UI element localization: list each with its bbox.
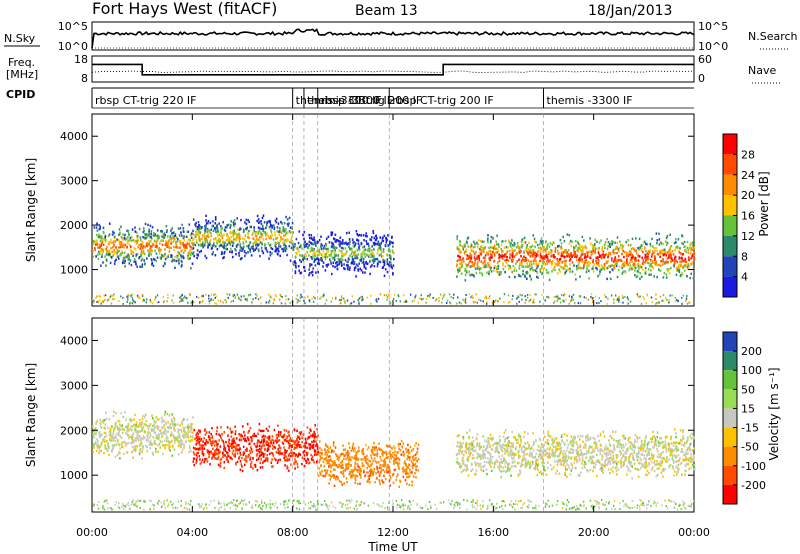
- power-ylabel: Slant Range [km]: [24, 158, 38, 262]
- colorbar-tick-label: 15: [741, 402, 755, 415]
- colorbar-tick-label: 16: [741, 210, 755, 223]
- freq-tick-top: 18: [74, 53, 88, 66]
- station-title: Fort Hays West (fitACF): [92, 0, 277, 18]
- colorbar-swatch: [723, 195, 737, 216]
- colorbar-swatch: [723, 484, 737, 504]
- colorbar-swatch: [723, 389, 737, 409]
- x-axis-label: Time UT: [367, 540, 418, 554]
- velocity-y-tick-label: 1000: [60, 469, 88, 482]
- velocity-ylabel: Slant Range [km]: [24, 363, 38, 467]
- velocity-y-tick-label: 2000: [60, 424, 88, 437]
- power-panel-frame: [91, 113, 695, 307]
- velocity-colorbar-label: Velocity [m s⁻¹]: [767, 367, 781, 460]
- power-echo-band: [456, 232, 696, 282]
- power-panel: 1000 2000 3000 4000: [60, 113, 696, 307]
- nsky-left-tick-bottom: 10^0: [58, 40, 88, 53]
- velocity-echo-band: [92, 410, 194, 460]
- velocity-echo-band: [317, 439, 420, 489]
- cpid-segment-label: themis -3300 IF: [307, 94, 393, 107]
- cpid-label: CPID: [6, 88, 35, 101]
- power-near-range-echoes: [92, 293, 691, 305]
- nsky-left-tick-top: 10^5: [58, 20, 88, 33]
- freq-label-line1: Freq.: [8, 56, 35, 69]
- colorbar-swatch: [723, 235, 737, 257]
- power-colorbar: 28 24 20 16 12 8 4: [722, 133, 755, 298]
- power-echo-band: [92, 222, 194, 270]
- velocity-near-range-echoes: [92, 498, 695, 511]
- colorbar-tick-label: 12: [741, 230, 755, 243]
- colorbar-swatch: [723, 134, 737, 155]
- colorbar-swatch: [723, 408, 737, 428]
- colorbar-swatch: [723, 370, 737, 390]
- velocity-y-tick-label: 4000: [60, 334, 88, 347]
- colorbar-tick-label: 28: [741, 148, 755, 161]
- colorbar-tick-label: 100: [741, 364, 762, 377]
- colorbar-tick-label: -100: [741, 460, 766, 473]
- colorbar-swatch: [723, 332, 737, 352]
- cpid-segment-label: themis -3300 IF: [547, 94, 633, 107]
- date-label: 18/Jan/2013: [588, 3, 672, 19]
- colorbar-swatch: [723, 465, 737, 485]
- freq-trace: [92, 63, 694, 76]
- colorbar-swatch: [723, 174, 737, 196]
- velocity-colorbar: 200 100 50 15 -15 -50 -100 -200: [722, 331, 766, 505]
- velocity-y-tick-label: 3000: [60, 379, 88, 392]
- nave-dotted-trace: [91, 70, 695, 73]
- colorbar-swatch: [723, 215, 737, 236]
- nave-tick-bottom: 0: [698, 72, 705, 85]
- cpid-segment-label: rbsp CT-trig 200 IF: [392, 94, 494, 107]
- x-tick-label: 08:00: [277, 526, 309, 539]
- nsky-right-tick-top: 10^5: [698, 20, 728, 33]
- velocity-echo-band: [455, 428, 696, 480]
- colorbar-tick-label: 4: [741, 271, 748, 284]
- x-tick-label: 00:00: [76, 526, 108, 539]
- nsearch-right-label: N.Search: [748, 30, 798, 43]
- nsky-panel-frame: [91, 21, 695, 51]
- power-echo-band: [293, 230, 395, 278]
- nsky-right-tick-bottom: 10^0: [698, 40, 728, 53]
- colorbar-swatch: [723, 256, 737, 277]
- cpid-segment-label: rbsp CT-trig 200 IF: [321, 94, 423, 107]
- nave-label: Nave: [748, 64, 776, 77]
- colorbar-tick-label: 24: [741, 169, 755, 182]
- freq-panel-frame: [91, 55, 695, 83]
- beam-label: Beam 13: [355, 3, 418, 19]
- power-y-tick-label: 4000: [60, 130, 88, 143]
- colorbar-tick-label: 20: [741, 189, 755, 202]
- colorbar-tick-label: -200: [741, 479, 766, 492]
- colorbar-swatch: [723, 446, 737, 466]
- freq-label-line2: [MHz]: [6, 68, 38, 81]
- power-y-tick-label: 3000: [60, 175, 88, 188]
- colorbar-tick-label: 8: [741, 250, 748, 263]
- cpid-row: rbsp CT-trig 220 IF themis -3300 IFthemis…: [91, 87, 694, 109]
- x-tick-label: 00:00: [678, 526, 710, 539]
- velocity-panel: 1000 2000 3000 4000: [60, 317, 696, 513]
- colorbar-tick-label: -15: [741, 422, 759, 435]
- colorbar-tick-label: 200: [741, 345, 762, 358]
- power-colorbar-label: Power [dB]: [757, 171, 771, 236]
- colorbar-swatch: [723, 427, 737, 447]
- colorbar-tick-label: -50: [741, 441, 759, 454]
- nsky-left-label: N.Sky: [4, 32, 36, 45]
- colorbar-swatch: [723, 351, 737, 371]
- x-tick-label: 16:00: [477, 526, 509, 539]
- power-y-tick-label: 2000: [60, 219, 88, 232]
- power-echo-band: [192, 214, 295, 262]
- colorbar-tick-label: 50: [741, 383, 755, 396]
- nave-tick-top: 60: [698, 53, 712, 66]
- x-axis-ticks: 00:00 04:00 08:00 12:00 16:00 20:00 00:00: [76, 526, 710, 539]
- x-tick-label: 20:00: [578, 526, 610, 539]
- power-y-tick-label: 1000: [60, 264, 88, 277]
- nsky-trace: [91, 28, 695, 49]
- freq-tick-bottom: 8: [81, 72, 88, 85]
- velocity-echo-band: [192, 422, 320, 473]
- cpid-segment-label: rbsp CT-trig 220 IF: [95, 94, 197, 107]
- x-tick-label: 04:00: [176, 526, 208, 539]
- cpid-segment-label: themis -3300 IF: [296, 94, 382, 107]
- velocity-panel-frame: [91, 317, 695, 513]
- colorbar-swatch: [723, 276, 737, 297]
- colorbar-swatch: [723, 154, 737, 175]
- x-tick-label: 12:00: [377, 526, 409, 539]
